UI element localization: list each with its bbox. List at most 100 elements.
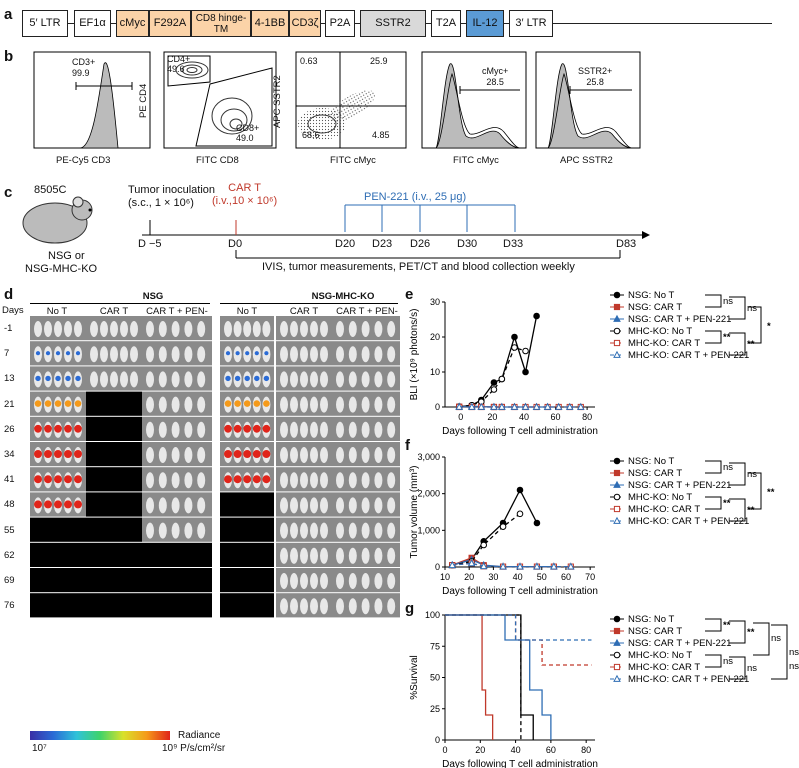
flow2-xlabel: FITC CD8 — [196, 155, 239, 166]
flow2-gate-cd4 — [167, 55, 211, 87]
ivis-mouse — [361, 396, 370, 413]
day-d33: D33 — [503, 238, 524, 250]
ivis-mouse — [387, 371, 396, 388]
ivis-mouse — [374, 396, 383, 413]
ivis-mouse — [280, 598, 288, 615]
chart-point — [533, 312, 540, 320]
ivis-mouse — [171, 321, 180, 337]
ivis-mouse — [290, 547, 298, 564]
chart-point — [498, 402, 506, 410]
chart-point — [613, 615, 621, 623]
ivis-mouse — [130, 371, 138, 388]
radiance-colorbar — [30, 731, 170, 740]
chart-point — [490, 402, 498, 410]
ivis-mouse — [171, 371, 180, 388]
ivis-mouse — [300, 396, 308, 413]
mouse-label-2: NSG-MHC-KO — [25, 263, 98, 275]
chart-point — [521, 402, 530, 410]
ivis-signal — [74, 475, 82, 484]
ivis-mouse — [120, 346, 128, 363]
ivis-mouse — [146, 346, 154, 363]
ivis-signal — [243, 475, 252, 484]
chart-point — [516, 486, 524, 494]
chart-point — [511, 344, 518, 351]
day-d26: D26 — [410, 238, 431, 250]
y-tick-label: 1,000 — [417, 525, 440, 535]
ivis-signal — [44, 450, 52, 458]
ivis-mouse — [387, 447, 396, 463]
ivis-mouse — [280, 522, 288, 539]
ivis-signal — [64, 500, 72, 509]
ivis-signal — [233, 475, 242, 484]
x-tick-label: 10 — [440, 572, 450, 582]
cart-label: CAR T (i.v.,10 × 10⁶) — [212, 182, 278, 207]
stat-label: ns — [723, 656, 733, 667]
ivis-empty-tile — [86, 391, 142, 416]
ivis-mouse — [336, 346, 344, 363]
ivis-signal — [253, 400, 261, 407]
ivis-mouse — [387, 321, 396, 337]
y-tick-label: 50 — [430, 673, 440, 683]
day-d-5: D −5 — [138, 238, 162, 250]
ivis-mouse — [100, 346, 108, 363]
ivis-mouse — [320, 396, 328, 413]
colorbar-min: 10⁷ — [32, 743, 47, 754]
flow5-xlabel: APC SSTR2 — [560, 155, 613, 166]
ivis-mouse — [130, 346, 138, 363]
ivis-mouse — [110, 321, 118, 337]
flow4-gate-label: cMyc+ 28.5 — [482, 66, 509, 87]
chart-point — [532, 402, 541, 410]
stat-label: ** — [747, 339, 755, 350]
ivis-signal — [262, 475, 271, 484]
ivis-mouse — [361, 573, 370, 589]
ivis-empty-tile — [30, 593, 86, 618]
ivis-mouse — [171, 346, 180, 363]
ivis-cond-4: No T — [236, 306, 258, 317]
ivis-empty-tile — [220, 542, 274, 567]
ivis-mouse — [361, 371, 370, 388]
y-axis-label: %Survival — [409, 655, 420, 699]
ivis-mouse — [158, 421, 167, 438]
ivis-grid: NSG NSG-MHC-KO Days No T CAR T CAR T + P… — [2, 291, 400, 618]
flow3-q2: 25.9 — [370, 56, 388, 66]
ivis-signal — [35, 375, 41, 382]
series-line — [459, 346, 526, 408]
chart-point — [499, 523, 507, 530]
x-axis-label: Days following T cell administration — [442, 586, 598, 597]
ivis-mouse — [120, 321, 128, 337]
chart-point — [613, 469, 621, 477]
construct-3ltr: 3′ LTR — [509, 10, 553, 37]
ivis-days-header: Days — [2, 305, 24, 316]
ivis-signal — [263, 400, 270, 407]
x-tick-label: 0 — [458, 412, 463, 422]
ivis-mouse — [320, 472, 328, 489]
ivis-mouse — [374, 421, 383, 438]
ivis-mouse — [387, 598, 396, 615]
ivis-mouse — [348, 547, 357, 564]
construct-ef1a: EF1α — [74, 10, 111, 37]
ivis-day-4: 26 — [4, 423, 15, 435]
ivis-mouse — [90, 371, 98, 388]
ivis-mouse — [320, 321, 328, 337]
chart-point — [613, 627, 621, 635]
y-tick-label: 30 — [430, 297, 440, 307]
day-d30: D30 — [457, 238, 478, 250]
ivis-signal — [235, 351, 240, 356]
ivis-mouse — [387, 497, 396, 514]
x-tick-label: 40 — [513, 572, 523, 582]
chart-point — [613, 339, 621, 347]
ivis-mouse — [197, 346, 206, 363]
ivis-mouse — [158, 522, 167, 539]
panel-label-f: f — [405, 437, 410, 454]
ivis-mouse — [110, 371, 118, 388]
ivis-mouse — [184, 522, 193, 539]
ivis-cond-5: CAR T — [289, 306, 319, 317]
chart-point — [468, 402, 476, 410]
x-tick-label: 40 — [511, 745, 521, 755]
ivis-mouse — [300, 472, 308, 489]
ivis-mouse — [348, 573, 357, 589]
chart-point — [613, 457, 621, 465]
ivis-mouse — [146, 421, 154, 438]
ivis-mouse — [280, 346, 288, 363]
y-tick-label: 0 — [435, 735, 440, 745]
